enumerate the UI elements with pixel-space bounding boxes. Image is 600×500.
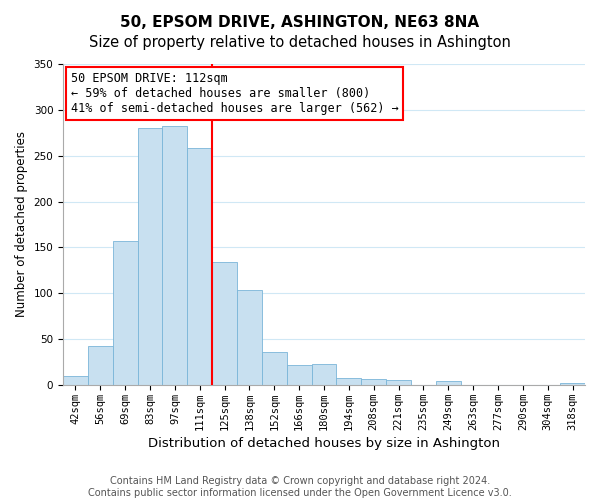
- Bar: [187, 148, 212, 385]
- Text: 50, EPSOM DRIVE, ASHINGTON, NE63 8NA: 50, EPSOM DRIVE, ASHINGTON, NE63 8NA: [121, 15, 479, 30]
- Text: 50 EPSOM DRIVE: 112sqm
← 59% of detached houses are smaller (800)
41% of semi-de: 50 EPSOM DRIVE: 112sqm ← 59% of detached…: [71, 72, 398, 115]
- Bar: [287, 364, 311, 385]
- Bar: [113, 241, 137, 385]
- Bar: [163, 126, 187, 385]
- Bar: [63, 376, 88, 385]
- Text: Size of property relative to detached houses in Ashington: Size of property relative to detached ho…: [89, 35, 511, 50]
- Bar: [361, 380, 386, 385]
- Bar: [337, 378, 361, 385]
- Bar: [237, 290, 262, 385]
- Bar: [137, 128, 163, 385]
- Bar: [560, 383, 585, 385]
- Bar: [262, 352, 287, 385]
- Bar: [88, 346, 113, 385]
- Bar: [212, 262, 237, 385]
- Bar: [311, 364, 337, 385]
- X-axis label: Distribution of detached houses by size in Ashington: Distribution of detached houses by size …: [148, 437, 500, 450]
- Bar: [436, 381, 461, 385]
- Text: Contains HM Land Registry data © Crown copyright and database right 2024.
Contai: Contains HM Land Registry data © Crown c…: [88, 476, 512, 498]
- Bar: [386, 380, 411, 385]
- Y-axis label: Number of detached properties: Number of detached properties: [15, 132, 28, 318]
